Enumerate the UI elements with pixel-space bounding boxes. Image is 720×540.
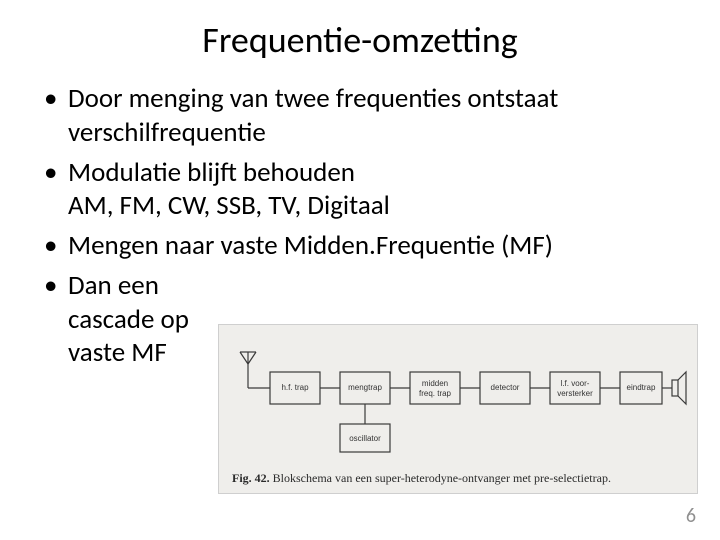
block-eindtrap: eindtrap bbox=[620, 372, 662, 404]
block-label: h.f. trap bbox=[281, 383, 309, 392]
slide: Frequentie-omzetting Door menging van tw… bbox=[0, 0, 720, 540]
block-label: detector bbox=[491, 383, 520, 392]
antenna-icon bbox=[240, 352, 270, 388]
figure-number: Fig. 42. bbox=[232, 471, 270, 485]
diagram-svg: h.f. trap mengtrap midden freq. trap det… bbox=[226, 332, 690, 458]
speaker-icon bbox=[672, 372, 686, 404]
bullet-item: Door menging van twee frequenties ontsta… bbox=[40, 82, 680, 150]
block-label: mengtrap bbox=[348, 383, 382, 392]
slide-title: Frequentie-omzetting bbox=[0, 0, 720, 72]
block-oscillator: oscillator bbox=[340, 424, 390, 452]
figure-caption-text: Blokschema van een super-heterodyne-ontv… bbox=[273, 471, 611, 485]
block-label: versterker bbox=[557, 389, 593, 398]
bullet-item: Modulatie blijft behoudenAM, FM, CW, SSB… bbox=[40, 156, 680, 224]
block-meng: mengtrap bbox=[340, 372, 390, 404]
diagram-caption: Fig. 42. Blokschema van een super-hetero… bbox=[232, 471, 684, 486]
block-mf: midden freq. trap bbox=[410, 372, 460, 404]
block-label: freq. trap bbox=[419, 389, 452, 398]
page-number: 6 bbox=[686, 504, 696, 528]
block-detector: detector bbox=[480, 372, 530, 404]
block-diagram: h.f. trap mengtrap midden freq. trap det… bbox=[218, 324, 698, 494]
block-hf: h.f. trap bbox=[270, 372, 320, 404]
block-label: midden bbox=[422, 379, 448, 388]
bullet-item: Mengen naar vaste Midden.Frequentie (MF) bbox=[40, 229, 680, 263]
block-lf-voorversterker: l.f. voor- versterker bbox=[550, 372, 600, 404]
block-label: l.f. voor- bbox=[561, 379, 590, 388]
block-label: eindtrap bbox=[627, 383, 656, 392]
block-label: oscillator bbox=[349, 434, 381, 443]
